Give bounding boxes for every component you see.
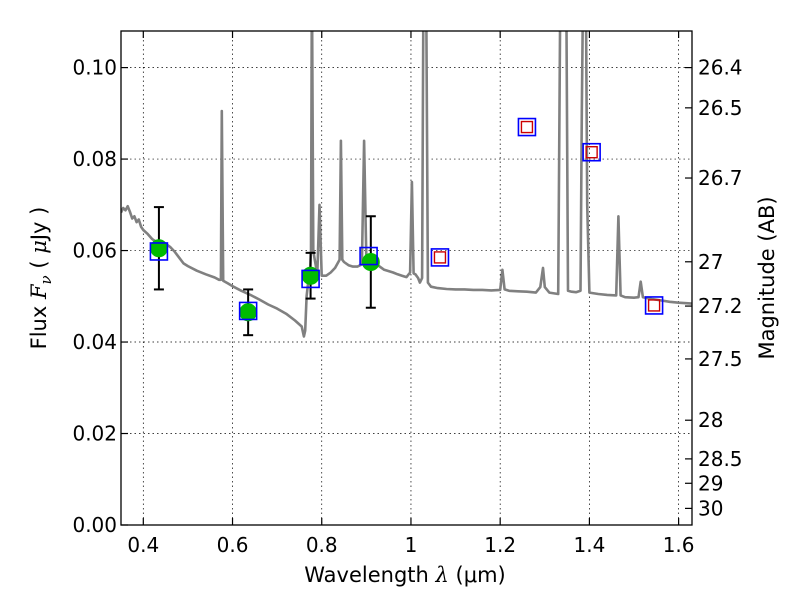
x-tick-label: 0.6 (217, 533, 249, 557)
synthetic-flux-square (644, 296, 664, 315)
synthetic-squares-layer (149, 117, 664, 321)
x-tick-label: 1.4 (573, 533, 605, 557)
observed-flux-point (239, 303, 258, 322)
x-axis-label: Wavelength λ (μm) (304, 563, 505, 587)
y2-tick-label: 27 (698, 250, 723, 274)
model-spectrum-layer (121, 31, 692, 338)
synthetic-flux-square (149, 242, 169, 261)
synthetic-flux-square (238, 301, 258, 321)
x-tick-label: 1 (405, 533, 418, 557)
y-tick-label: 0.00 (72, 513, 117, 537)
y-tick-label: 0.08 (72, 147, 117, 171)
y2-tick-label: 26.7 (698, 166, 743, 190)
x-axis-ticks: 0.4 0.6 0.8 1 1.2 1.4 1.6 (127, 31, 695, 557)
y-tick-label: 0.04 (72, 330, 117, 354)
observed-points-layer (149, 239, 380, 322)
model-spectrum-line (121, 31, 692, 338)
x-tick-label: 1.2 (484, 533, 516, 557)
y2-tick-label: 30 (698, 496, 723, 520)
y2-tick-label: 26.4 (698, 56, 743, 80)
y2-tick-label: 26.5 (698, 96, 743, 120)
y-tick-label: 0.10 (72, 56, 117, 80)
x-tick-label: 0.8 (306, 533, 338, 557)
plot-frame (120, 30, 693, 526)
synthetic-flux-square-inner (585, 146, 598, 159)
y2-tick-label: 27.5 (698, 347, 743, 371)
synthetic-flux-square (430, 248, 450, 267)
y2-tick-label: 28 (698, 408, 723, 432)
x-tick-label: 1.6 (663, 533, 695, 557)
x-tick-label: 0.4 (127, 533, 159, 557)
synthetic-flux-square-inner (433, 251, 447, 264)
synthetic-flux-square (301, 269, 320, 289)
synthetic-flux-square (359, 246, 378, 266)
y2-tick-label: 28.5 (698, 447, 743, 471)
y2-axis-label: Magnitude (AB) (755, 196, 779, 359)
y-axis-ticks: 0.00 0.02 0.04 0.06 0.08 0.10 (72, 56, 128, 537)
y-tick-label: 0.06 (72, 239, 117, 263)
y2-tick-label: 27.2 (698, 294, 743, 318)
y-axis-label: Flux Fν ( μJy ) (27, 207, 55, 350)
observed-flux-point (361, 252, 380, 271)
y-tick-label: 0.02 (72, 422, 117, 446)
synthetic-flux-square (517, 117, 537, 137)
synthetic-flux-square-inner (520, 120, 534, 134)
synthetic-flux-square (582, 142, 601, 162)
y2-tick-label: 29 (698, 471, 723, 495)
synthetic-flux-square-inner (647, 299, 661, 312)
